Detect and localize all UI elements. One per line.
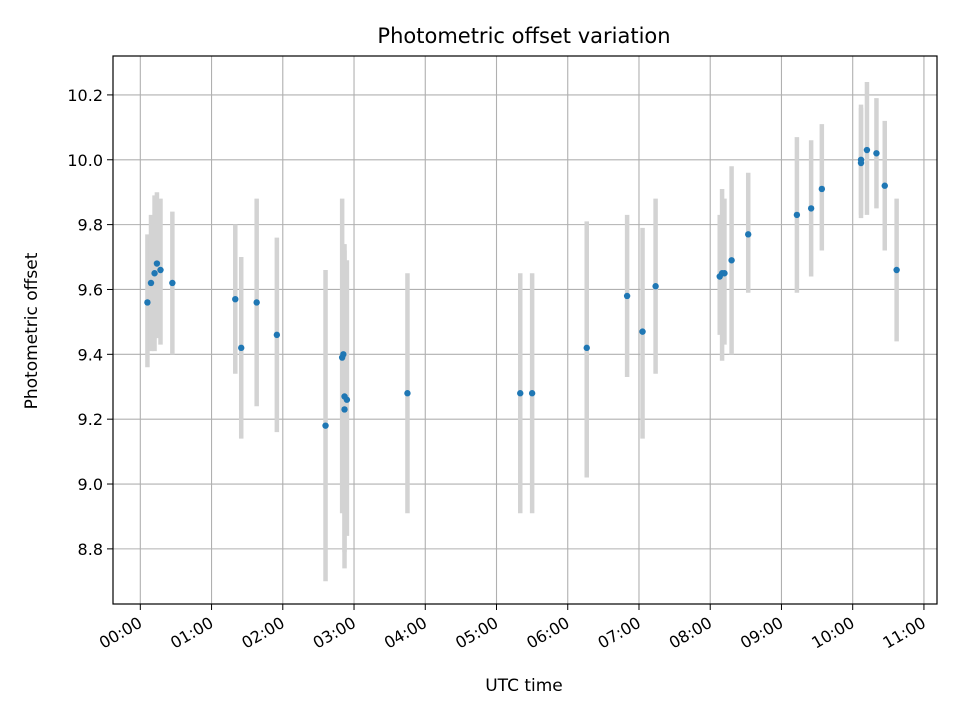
data-point bbox=[169, 279, 176, 287]
x-tick-label: 07:00 bbox=[595, 613, 644, 653]
x-tick-label: 00:00 bbox=[96, 613, 145, 653]
data-point bbox=[857, 159, 865, 167]
y-tick-label: 9.8 bbox=[78, 216, 103, 235]
x-axis: 00:00 01:00 02:00 03:00 04:00 05:00 06:00 07:00… bbox=[96, 604, 929, 653]
data-point bbox=[273, 331, 281, 339]
data-point bbox=[793, 211, 801, 219]
data-point bbox=[652, 283, 659, 290]
data-point bbox=[583, 344, 590, 352]
x-tick-label: 11:00 bbox=[880, 613, 929, 653]
data-point bbox=[818, 185, 826, 193]
plot-area-frame bbox=[112, 55, 938, 605]
data-point bbox=[728, 257, 735, 264]
data-point bbox=[153, 260, 161, 267]
data-point bbox=[144, 299, 151, 306]
x-tick-label: 09:00 bbox=[737, 613, 786, 653]
data-point bbox=[232, 295, 239, 303]
data-point bbox=[528, 390, 536, 397]
data-point bbox=[745, 231, 752, 238]
data-point bbox=[341, 406, 348, 413]
data-point bbox=[404, 390, 411, 397]
data-point bbox=[721, 270, 728, 277]
data-points bbox=[144, 146, 900, 429]
y-tick-label: 9.4 bbox=[78, 345, 103, 364]
data-point bbox=[238, 344, 245, 352]
x-tick-label: 01:00 bbox=[167, 613, 216, 653]
grid bbox=[113, 56, 937, 604]
x-tick-label: 03:00 bbox=[310, 613, 359, 653]
data-point bbox=[517, 390, 524, 397]
x-tick-label: 02:00 bbox=[238, 613, 287, 653]
y-tick-label: 9.6 bbox=[78, 280, 103, 299]
x-tick-label: 10:00 bbox=[808, 613, 857, 653]
data-point bbox=[873, 150, 880, 157]
data-point bbox=[253, 299, 260, 306]
y-axis: 8.8 9.0 9.2 9.4 9.6 9.8 10.0 10.2 bbox=[67, 86, 113, 559]
data-point bbox=[157, 266, 164, 274]
y-tick-label: 9.0 bbox=[78, 475, 103, 494]
x-tick-label: 06:00 bbox=[523, 613, 572, 653]
y-tick-label: 10.2 bbox=[67, 86, 103, 105]
y-tick-label: 10.0 bbox=[67, 151, 103, 170]
data-point bbox=[151, 270, 158, 277]
chart-title: Photometric offset variation bbox=[377, 24, 670, 48]
error-bars bbox=[145, 81, 899, 582]
x-tick-label: 08:00 bbox=[666, 613, 715, 653]
x-axis-label: UTC time bbox=[485, 676, 563, 696]
data-point bbox=[863, 146, 871, 154]
data-point bbox=[147, 279, 155, 287]
data-point bbox=[639, 328, 646, 335]
y-tick-label: 8.8 bbox=[78, 540, 103, 559]
x-tick-label: 05:00 bbox=[452, 613, 501, 653]
data-point bbox=[893, 266, 900, 274]
data-point bbox=[322, 422, 329, 429]
y-axis-label: Photometric offset bbox=[22, 252, 42, 409]
data-point bbox=[343, 396, 351, 403]
x-tick-label: 04:00 bbox=[381, 613, 430, 653]
data-point bbox=[623, 292, 631, 300]
data-point bbox=[340, 351, 347, 358]
y-tick-label: 9.2 bbox=[78, 410, 103, 429]
data-point bbox=[807, 205, 815, 212]
data-point bbox=[881, 182, 888, 189]
